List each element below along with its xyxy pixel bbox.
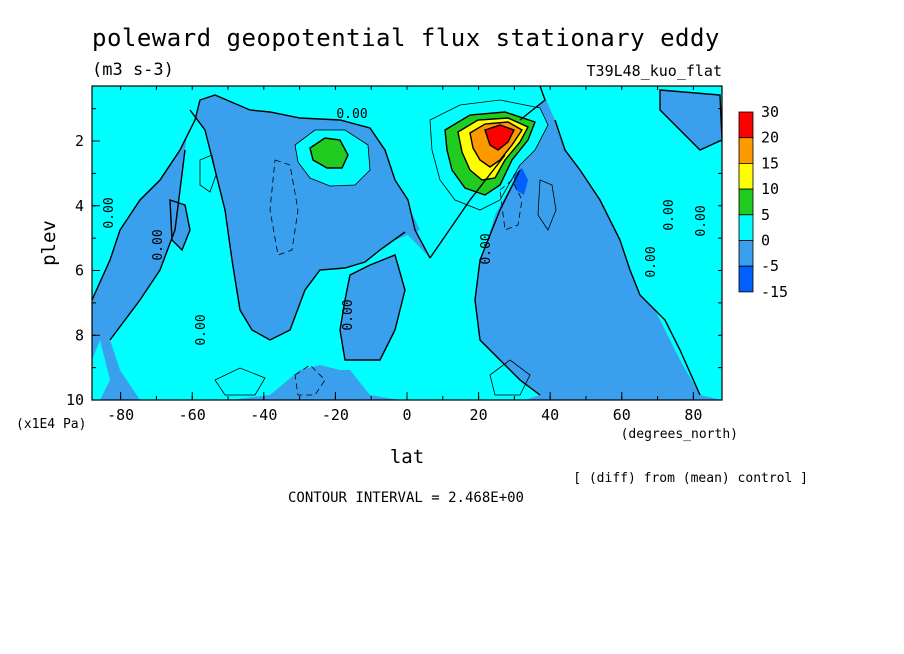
x-axis-title: lat: [390, 446, 424, 468]
contour-label: 0.00: [479, 233, 494, 264]
y-tick-label: 10: [66, 391, 84, 409]
x-axis: -80 -60 -40 -20 0 20 40 60 80: [107, 86, 702, 424]
y-tick-label: 2: [75, 132, 84, 150]
contour-label: 0.00: [341, 299, 356, 330]
colorbar-swatch: [738, 111, 754, 139]
units-label: (m3 s-3): [92, 60, 174, 80]
chart-title: poleward geopotential flux stationary ed…: [92, 24, 720, 52]
y-axis: 2 4 6 8 10: [66, 108, 722, 409]
colorbar-swatch: [738, 137, 754, 164]
contour-lines-dashed: [269, 159, 523, 396]
contour-label: 0.00: [662, 199, 677, 230]
contour-label: 0.00: [644, 246, 659, 277]
colorbar-label: 30: [761, 103, 779, 121]
colorbar-label: 20: [761, 129, 779, 147]
contour-labels: 0.00 0.00 0.00 0.00 0.00 0.00 0.00 0.00 0.00: [102, 107, 709, 346]
colorbar-swatch: [738, 188, 754, 216]
fill-band-neg5-0: [560, 355, 700, 400]
colorbar-label: 10: [761, 180, 779, 198]
contour-label: 0.00: [151, 229, 166, 260]
colorbar-swatch: [738, 240, 754, 267]
contour-lines-thin: [199, 99, 557, 396]
colorbar-label: 0: [761, 232, 770, 250]
y-units-label: (x1E4 Pa): [16, 417, 86, 432]
contour-label: 0.00: [336, 107, 367, 122]
fill-band-neg15-neg5: [513, 168, 528, 195]
contour-label: 0.00: [102, 197, 117, 228]
x-tick-label: -60: [179, 406, 206, 424]
contour-interval: CONTOUR INTERVAL = 2.468E+00: [288, 490, 524, 506]
x-units-label: (degrees_north): [621, 427, 738, 442]
contour-lines-solid: [92, 86, 722, 396]
x-tick-label: -80: [107, 406, 134, 424]
x-tick-label: 20: [470, 406, 488, 424]
fill-band-0-5: [92, 340, 110, 400]
fill-band-0-5: [600, 190, 722, 400]
colorbar-swatch: [738, 162, 754, 190]
fill-band-neg5-0: [478, 165, 548, 345]
y-tick-label: 6: [75, 262, 84, 280]
fill-band-neg5-0: [170, 200, 190, 250]
fill-band-5-10: [310, 138, 348, 168]
colorbar-label: 5: [761, 206, 770, 224]
colorbar-label: -15: [761, 283, 788, 301]
contour-field: [92, 86, 722, 400]
x-tick-label: -20: [322, 406, 349, 424]
fill-band-20-30: [485, 125, 514, 150]
x-tick-label: 60: [613, 406, 631, 424]
y-tick-label: 4: [75, 197, 84, 215]
colorbar-swatch: [738, 214, 754, 241]
contour-label: 0.00: [194, 314, 209, 345]
y-axis-title: plev: [38, 220, 60, 266]
x-tick-label: 0: [402, 406, 411, 424]
run-label: T39L48_kuo_flat: [587, 62, 722, 80]
colorbar: 30 20 15 10 5 0 -5 -15: [738, 103, 788, 301]
contour-label: 0.00: [694, 205, 709, 236]
fill-band-neg5-0: [225, 130, 255, 250]
fill-band-neg5-0: [660, 90, 722, 150]
y-tick-label: 8: [75, 326, 84, 344]
x-tick-label: 40: [541, 406, 559, 424]
footer-note: [ (diff) from (mean) control ]: [573, 471, 808, 486]
colorbar-swatch: [738, 265, 754, 293]
fill-band-neg5-0: [340, 255, 405, 360]
colorbar-label: 15: [761, 154, 779, 172]
x-tick-label: -40: [250, 406, 277, 424]
colorbar-label: -5: [761, 257, 779, 275]
x-tick-label: 80: [684, 406, 702, 424]
